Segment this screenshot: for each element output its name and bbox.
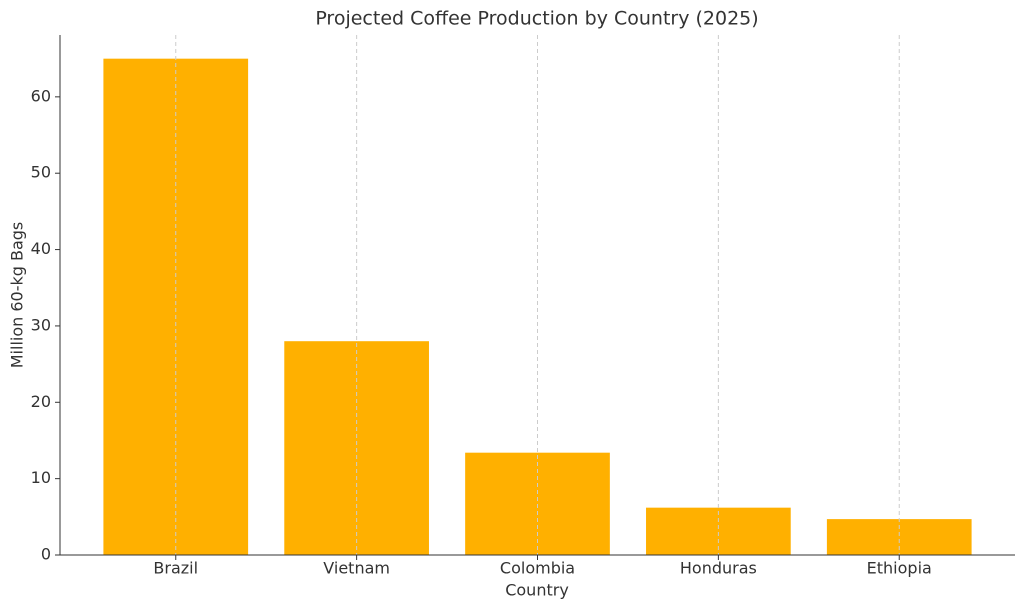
x-tick-label: Vietnam [323,559,390,578]
y-tick-label: 20 [31,392,51,411]
x-tick-label: Ethiopia [867,559,932,578]
y-tick-label: 60 [31,86,51,105]
y-tick-label: 10 [31,468,51,487]
y-tick-label: 40 [31,239,51,258]
x-tick-label: Colombia [500,559,575,578]
y-tick-label: 30 [31,315,51,334]
y-tick-label: 50 [31,163,51,182]
x-tick-label: Brazil [153,559,198,578]
x-axis-label: Country [505,581,569,600]
x-tick-label: Honduras [680,559,757,578]
chart-title: Projected Coffee Production by Country (… [315,8,758,30]
y-axis-label: Million 60-kg Bags [8,222,27,369]
y-tick-label: 0 [41,545,51,564]
